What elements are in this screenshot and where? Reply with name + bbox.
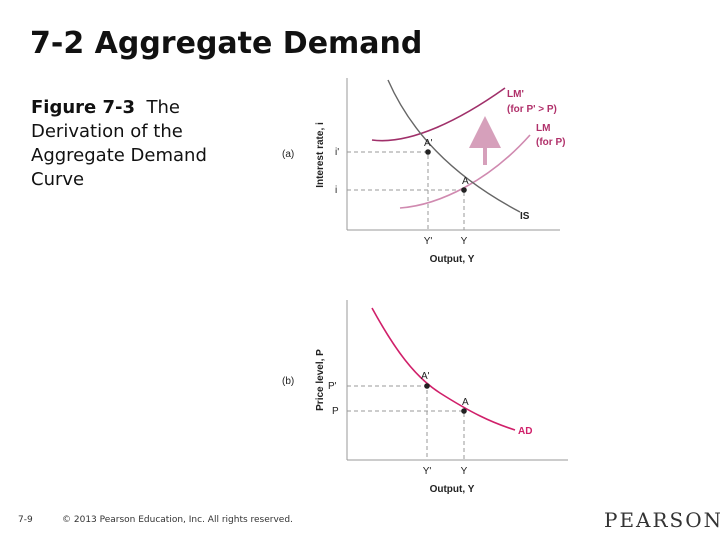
guide-lines [347,151,465,230]
point-label: A' [424,138,433,149]
tick-label: P' [328,381,337,392]
is-curve [387,79,521,213]
panel-tag: (b) [282,376,294,387]
brand: PEARSON [604,508,720,532]
tick-label: P [332,406,339,417]
point [461,187,467,193]
figure-text: The Derivation of the Aggregate Demand C… [31,97,207,190]
figure-caption: Figure 7-3 The Derivation of the Aggrega… [31,96,246,192]
ad-curve [371,307,516,431]
axis-label: Output, Y [430,484,475,495]
axis-label: Interest rate, i [315,122,326,188]
curve-label: IS [520,211,530,222]
point [425,149,431,155]
point-label: A [462,176,469,187]
tick-label: Y' [424,236,433,247]
point-label: A [462,397,469,408]
point [424,383,430,389]
panel-tag: (a) [282,149,294,160]
point [461,408,467,414]
tick-label: Y [461,466,468,477]
curve-note: (for P) [536,137,565,148]
axis-label: Output, Y [430,254,475,265]
curve-label: LM [536,123,550,134]
page-number: 7-9 [18,515,33,525]
tick-label: Y [461,236,468,247]
tick-label: i [335,185,337,196]
tick-label: Y' [423,466,432,477]
curve-label: AD [518,426,532,437]
curve-label: LM' [507,89,524,100]
lm-curve [399,134,531,209]
point-label: A' [421,371,430,382]
slide-title: 7-2 Aggregate Demand [30,26,423,61]
tick-label: i' [335,147,339,158]
lm-prime-curve [371,87,506,142]
figure-number: Figure 7-3 [31,97,136,118]
copyright: © 2013 Pearson Education, Inc. All right… [62,515,293,525]
curve-note: (for P' > P) [507,104,557,115]
axis-label: Price level, P [315,349,326,411]
